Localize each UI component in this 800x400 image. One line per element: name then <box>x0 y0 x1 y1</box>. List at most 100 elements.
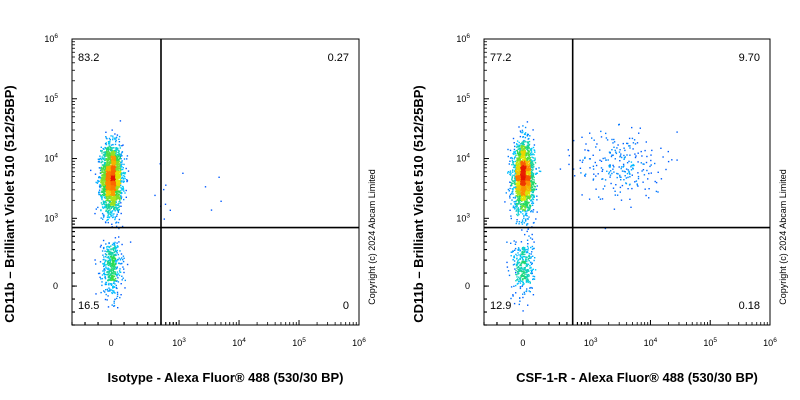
event-point <box>526 199 528 201</box>
event-point <box>522 136 525 138</box>
event-point <box>525 161 527 163</box>
event-point <box>521 250 523 253</box>
event-point <box>109 203 111 206</box>
event-point <box>112 287 114 289</box>
event-point <box>526 189 529 192</box>
event-point <box>516 190 518 192</box>
event-point <box>521 185 524 188</box>
event-point <box>517 278 519 280</box>
event-point <box>515 169 518 171</box>
event-point <box>113 190 115 193</box>
event-dots <box>504 121 678 312</box>
event-point <box>524 126 527 129</box>
event-point <box>522 198 524 200</box>
event-point <box>108 161 111 163</box>
event-point <box>519 254 522 257</box>
event-point <box>524 145 526 148</box>
event-point <box>102 171 104 173</box>
event-point <box>510 297 512 300</box>
event-point <box>109 188 111 190</box>
event-point <box>517 210 519 213</box>
event-point <box>530 176 532 179</box>
event-point <box>531 204 534 206</box>
event-point <box>121 172 123 174</box>
event-point <box>110 153 113 156</box>
event-point <box>534 157 536 159</box>
event-point <box>514 164 516 166</box>
event-point <box>519 165 522 167</box>
event-point <box>122 172 125 175</box>
event-point <box>110 268 112 270</box>
event-point <box>528 197 531 199</box>
y-tick-exponent: 5 <box>54 93 58 100</box>
event-point <box>523 199 526 201</box>
event-point <box>112 178 114 180</box>
event-point <box>100 146 102 148</box>
event-point <box>109 290 111 292</box>
event-point <box>515 186 517 189</box>
event-point <box>517 182 520 184</box>
event-point <box>112 258 114 260</box>
event-point <box>100 244 102 247</box>
event-point <box>108 276 110 278</box>
event-point <box>99 184 102 187</box>
event-point <box>519 183 521 185</box>
event-point <box>108 283 110 286</box>
event-point <box>526 183 528 185</box>
event-point <box>106 171 109 173</box>
event-point <box>107 164 109 166</box>
event-point <box>110 262 112 265</box>
event-point <box>120 283 122 285</box>
event-point <box>516 213 518 216</box>
event-point <box>525 190 528 192</box>
event-point <box>519 202 521 204</box>
event-point <box>533 195 535 197</box>
event-point <box>182 172 184 174</box>
event-point <box>106 160 108 163</box>
event-point <box>117 179 119 181</box>
event-point <box>513 148 516 151</box>
event-point <box>119 271 121 273</box>
event-point <box>519 197 521 199</box>
event-point <box>517 259 520 261</box>
event-point <box>119 177 121 179</box>
event-point <box>123 175 125 177</box>
event-point <box>517 192 519 194</box>
event-point <box>113 273 115 275</box>
event-point <box>108 213 110 215</box>
event-point <box>112 242 115 244</box>
event-point <box>511 156 513 159</box>
event-point <box>531 201 534 203</box>
event-point <box>110 245 112 247</box>
event-point <box>115 174 117 176</box>
event-point <box>102 270 104 272</box>
event-point <box>100 150 102 152</box>
event-point <box>111 256 113 258</box>
event-point <box>532 247 535 250</box>
event-point <box>105 283 108 286</box>
event-point <box>525 213 527 215</box>
event-point <box>522 182 525 185</box>
event-point <box>116 170 119 172</box>
event-point <box>524 190 526 192</box>
event-point <box>513 285 515 287</box>
event-point <box>525 165 528 167</box>
event-point <box>109 273 112 275</box>
event-point <box>522 186 525 189</box>
event-point <box>113 185 115 188</box>
event-point <box>104 188 107 190</box>
event-point <box>106 219 108 222</box>
event-point <box>515 241 517 243</box>
event-point <box>107 260 109 263</box>
event-point <box>534 257 536 259</box>
event-point <box>112 181 114 183</box>
event-point <box>108 187 110 189</box>
event-point <box>107 151 109 153</box>
event-point <box>115 175 117 177</box>
event-point <box>117 307 119 309</box>
event-point <box>525 194 527 196</box>
event-point <box>103 246 105 249</box>
event-point <box>526 288 528 290</box>
event-point <box>528 193 531 195</box>
event-point <box>524 259 527 261</box>
